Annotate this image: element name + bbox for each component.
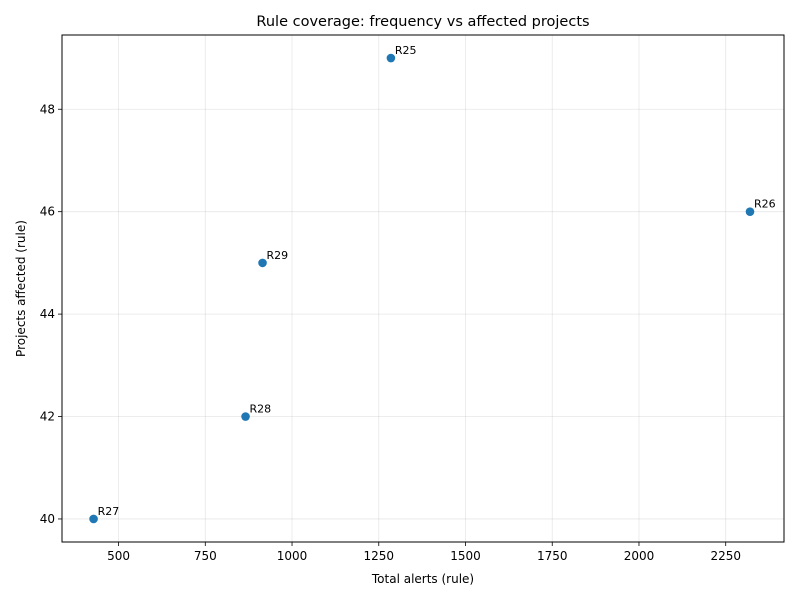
data-point-r26 bbox=[745, 207, 755, 216]
data-point-r29 bbox=[258, 258, 267, 268]
y-axis-ticks: 40 42 44 46 48 bbox=[40, 102, 62, 526]
x-axis-ticks: 500 750 1000 1250 1500 1750 2000 2250 bbox=[107, 542, 741, 563]
x-tick-label: 1000 bbox=[277, 549, 308, 563]
grid bbox=[62, 35, 784, 542]
y-tick-label: 40 bbox=[40, 512, 55, 526]
data-point-r25 bbox=[386, 53, 396, 63]
x-tick-label: 1750 bbox=[537, 549, 568, 563]
data-point-r28 bbox=[241, 412, 250, 421]
chart-title: Rule coverage: frequency vs affected pro… bbox=[256, 14, 589, 30]
point-label-r27: R27 bbox=[98, 505, 120, 518]
y-tick-label: 48 bbox=[40, 102, 55, 116]
x-tick-label: 2250 bbox=[710, 549, 741, 563]
x-tick-label: 1250 bbox=[363, 549, 394, 563]
x-tick-label: 750 bbox=[194, 549, 217, 563]
plot-frame bbox=[61, 34, 785, 543]
x-axis-label: Total alerts (rule) bbox=[371, 572, 474, 586]
point-label-r28: R28 bbox=[250, 403, 272, 416]
x-tick-label: 1500 bbox=[450, 549, 481, 563]
data-point-r27 bbox=[89, 514, 98, 524]
y-tick-label: 46 bbox=[40, 205, 55, 219]
x-tick-label: 500 bbox=[107, 549, 130, 563]
y-tick-label: 42 bbox=[40, 410, 55, 424]
point-label-r26: R26 bbox=[754, 198, 776, 211]
point-label-r25: R25 bbox=[395, 44, 417, 57]
y-tick-label: 44 bbox=[40, 307, 55, 321]
x-tick-label: 2000 bbox=[624, 549, 655, 563]
point-label-r29: R29 bbox=[267, 249, 289, 262]
data-points: R25 R26 R29 R28 R27 bbox=[89, 44, 776, 524]
y-axis-label: Projects affected (rule) bbox=[14, 220, 28, 357]
